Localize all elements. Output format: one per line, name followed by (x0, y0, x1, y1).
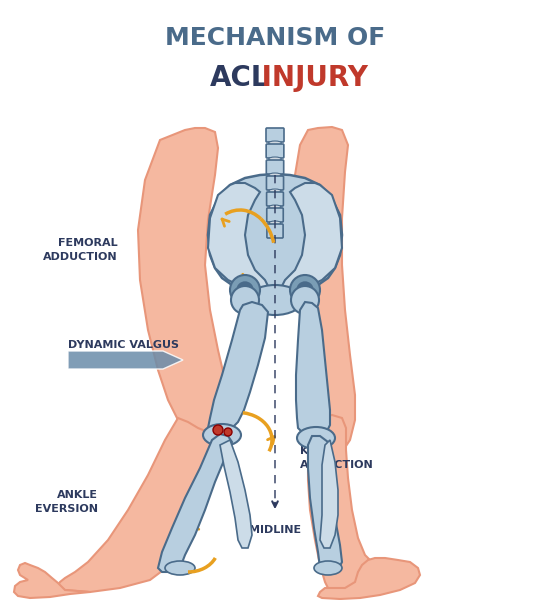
Text: FEMORAL
ADDUCTION: FEMORAL ADDUCTION (43, 238, 118, 262)
Circle shape (231, 286, 259, 314)
Polygon shape (220, 440, 252, 548)
Ellipse shape (269, 157, 281, 161)
Polygon shape (208, 183, 270, 294)
FancyArrow shape (68, 351, 183, 369)
Polygon shape (295, 127, 355, 455)
Circle shape (224, 428, 232, 436)
Polygon shape (138, 128, 228, 440)
Polygon shape (280, 183, 342, 294)
FancyBboxPatch shape (266, 160, 284, 174)
Text: INJURY: INJURY (252, 64, 368, 92)
Text: KNEE
ABDUCTION: KNEE ABDUCTION (300, 446, 374, 470)
Text: DYNAMIC VALGUS: DYNAMIC VALGUS (68, 340, 179, 350)
Polygon shape (14, 563, 90, 598)
Circle shape (291, 286, 319, 314)
Ellipse shape (268, 141, 282, 145)
Ellipse shape (248, 285, 302, 315)
Ellipse shape (269, 173, 281, 177)
Ellipse shape (203, 424, 241, 446)
Circle shape (290, 275, 320, 305)
Ellipse shape (269, 189, 281, 193)
FancyBboxPatch shape (267, 192, 283, 206)
Polygon shape (208, 302, 268, 434)
Polygon shape (296, 302, 330, 438)
Text: ACL: ACL (210, 64, 270, 92)
Circle shape (297, 282, 313, 298)
Text: MECHANISM OF: MECHANISM OF (165, 26, 385, 50)
FancyBboxPatch shape (267, 224, 283, 238)
FancyBboxPatch shape (266, 128, 284, 142)
Circle shape (213, 425, 223, 435)
Polygon shape (320, 440, 338, 548)
Polygon shape (158, 434, 232, 572)
Ellipse shape (269, 205, 281, 209)
Ellipse shape (314, 561, 342, 575)
Polygon shape (308, 415, 385, 597)
Polygon shape (318, 558, 420, 599)
Ellipse shape (297, 427, 335, 449)
FancyBboxPatch shape (266, 144, 284, 158)
Ellipse shape (165, 561, 195, 575)
Circle shape (237, 282, 253, 298)
FancyBboxPatch shape (266, 176, 284, 190)
FancyBboxPatch shape (267, 208, 283, 222)
Polygon shape (208, 174, 342, 298)
Text: MIDLINE: MIDLINE (249, 525, 301, 535)
Polygon shape (308, 436, 342, 572)
Circle shape (230, 275, 260, 305)
Ellipse shape (269, 221, 281, 225)
Polygon shape (58, 418, 218, 592)
Text: ANKLE
EVERSION: ANKLE EVERSION (35, 490, 98, 514)
